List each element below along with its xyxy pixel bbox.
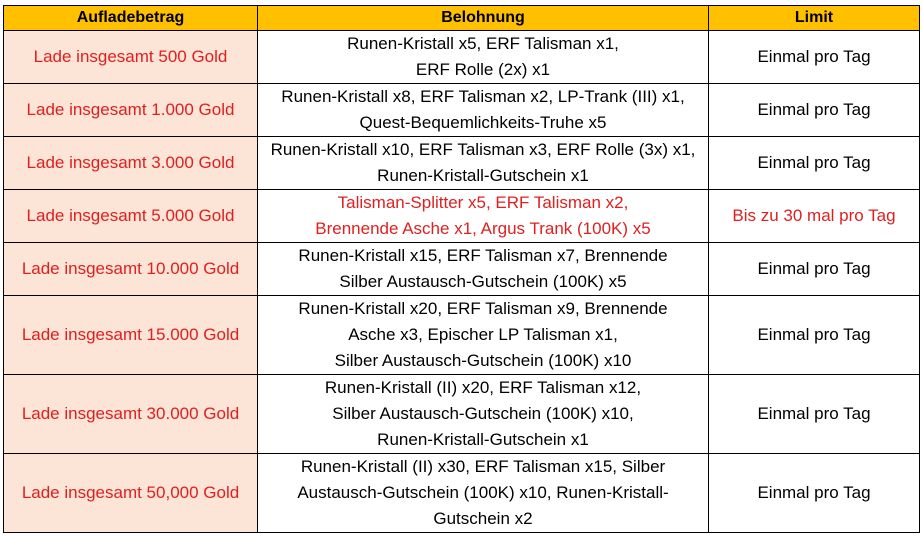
reward-line: Austausch-Gutschein (100K) x10, Runen-Kr…: [297, 483, 669, 502]
limit-cell: Einmal pro Tag: [708, 453, 920, 533]
reward-cell: Runen-Kristall x20, ERF Talisman x9, Bre…: [257, 295, 709, 375]
table-row: Lade insgesamt 30.000 Gold Runen-Kristal…: [3, 374, 920, 454]
amount-cell: Lade insgesamt 15.000 Gold: [3, 295, 258, 375]
table-row: Lade insgesamt 50,000 Gold Runen-Kristal…: [3, 453, 920, 533]
reward-line: Silber Austausch-Gutschein (100K) x10,: [332, 404, 634, 423]
header-reward: Belohnung: [257, 5, 709, 31]
limit-cell: Einmal pro Tag: [708, 295, 920, 375]
reward-line: Asche x3, Epischer LP Talisman x1,: [348, 325, 618, 344]
reward-cell: Talisman-Splitter x5, ERF Talisman x2, B…: [257, 189, 709, 243]
limit-cell: Einmal pro Tag: [708, 83, 920, 137]
reward-line: ERF Rolle (2x) x1: [415, 60, 551, 79]
amount-cell: Lade insgesamt 30.000 Gold: [3, 374, 258, 454]
limit-cell: Einmal pro Tag: [708, 30, 920, 84]
amount-cell: Lade insgesamt 50,000 Gold: [3, 453, 258, 533]
limit-cell: Bis zu 30 mal pro Tag: [708, 189, 920, 243]
amount-cell: Lade insgesamt 500 Gold: [3, 30, 258, 84]
header-amount: Aufladebetrag: [3, 5, 258, 31]
reward-line: Runen-Kristall-Gutschein x1: [377, 166, 589, 185]
reward-cell: Runen-Kristall (II) x30, ERF Talisman x1…: [257, 453, 709, 533]
reward-line: Silber Austausch-Gutschein (100K) x10: [334, 351, 632, 370]
amount-cell: Lade insgesamt 1.000 Gold: [3, 83, 258, 137]
reward-line: Talisman-Splitter x5, ERF Talisman x2,: [337, 193, 629, 212]
table-row: Lade insgesamt 5.000 Gold Talisman-Split…: [3, 189, 920, 243]
reward-cell: Runen-Kristall x5, ERF Talisman x1, ERF …: [257, 30, 709, 84]
table-row: Lade insgesamt 15.000 Gold Runen-Kristal…: [3, 295, 920, 375]
reward-line: Quest-Bequemlichkeits-Truhe x5: [359, 113, 607, 132]
reward-cell: Runen-Kristall (II) x20, ERF Talisman x1…: [257, 374, 709, 454]
amount-cell: Lade insgesamt 5.000 Gold: [3, 189, 258, 243]
reward-line: Gutschein x2: [433, 509, 533, 528]
reward-cell: Runen-Kristall x10, ERF Talisman x3, ERF…: [257, 136, 709, 190]
limit-cell: Einmal pro Tag: [708, 136, 920, 190]
table-row: Lade insgesamt 1.000 Gold Runen-Kristall…: [3, 83, 920, 137]
recharge-rewards-table: Aufladebetrag Belohnung Limit Lade insge…: [3, 5, 920, 533]
limit-cell: Einmal pro Tag: [708, 242, 920, 296]
amount-cell: Lade insgesamt 3.000 Gold: [3, 136, 258, 190]
reward-line: Silber Austausch-Gutschein (100K) x5: [339, 272, 627, 291]
reward-line: Brennende Asche x1, Argus Trank (100K) x…: [315, 219, 651, 238]
reward-line: Runen-Kristall x20, ERF Talisman x9, Bre…: [298, 299, 668, 318]
table-row: Lade insgesamt 10.000 Gold Runen-Kristal…: [3, 242, 920, 296]
reward-cell: Runen-Kristall x15, ERF Talisman x7, Bre…: [257, 242, 709, 296]
reward-cell: Runen-Kristall x8, ERF Talisman x2, LP-T…: [257, 83, 709, 137]
limit-cell: Einmal pro Tag: [708, 374, 920, 454]
amount-cell: Lade insgesamt 10.000 Gold: [3, 242, 258, 296]
reward-line: Runen-Kristall x5, ERF Talisman x1,: [347, 34, 619, 53]
table-row: Lade insgesamt 3.000 Gold Runen-Kristall…: [3, 136, 920, 190]
reward-line: Runen-Kristall x8, ERF Talisman x2, LP-T…: [281, 87, 685, 106]
reward-line: Runen-Kristall x10, ERF Talisman x3, ERF…: [270, 140, 696, 159]
table-row: Lade insgesamt 500 Gold Runen-Kristall x…: [3, 30, 920, 84]
reward-line: Runen-Kristall x15, ERF Talisman x7, Bre…: [298, 246, 668, 265]
header-row: Aufladebetrag Belohnung Limit: [3, 5, 920, 31]
reward-line: Runen-Kristall (II) x20, ERF Talisman x1…: [324, 378, 642, 397]
reward-line: Runen-Kristall-Gutschein x1: [377, 430, 589, 449]
reward-line: Runen-Kristall (II) x30, ERF Talisman x1…: [300, 457, 666, 476]
header-limit: Limit: [708, 5, 920, 31]
